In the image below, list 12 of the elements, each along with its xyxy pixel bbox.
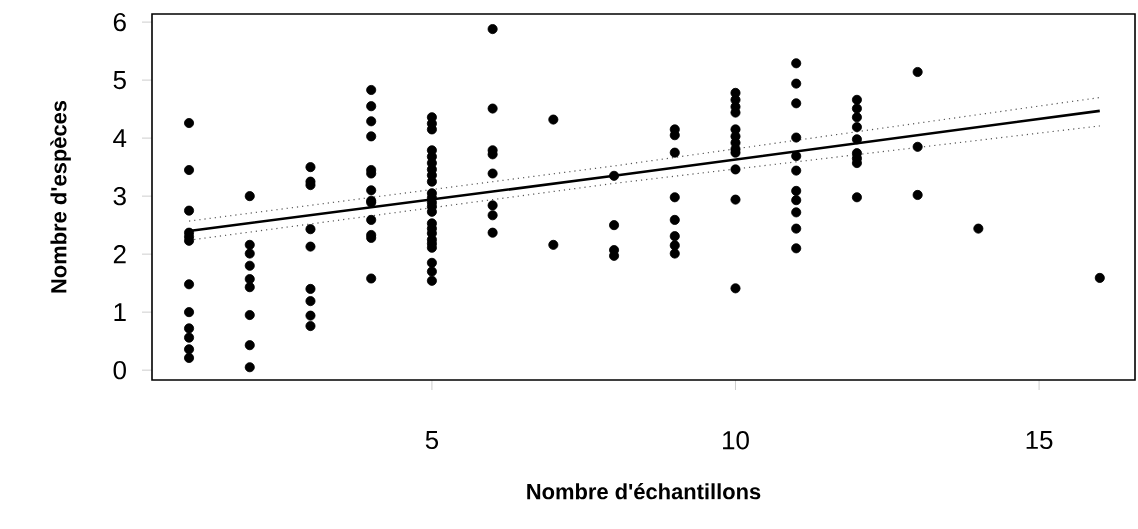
y-axis-title: Nombre d'espèces — [50, 100, 71, 293]
y-tick-label: 4 — [113, 129, 127, 148]
y-tick-label: 5 — [113, 71, 126, 90]
x-tick-label: 10 — [723, 431, 749, 450]
x-axis-title: Nombre d'échantillons — [527, 483, 761, 500]
x-tick-label: 15 — [1026, 431, 1053, 450]
y-tick-label: 0 — [113, 360, 126, 380]
y-tick-label: 3 — [113, 186, 126, 206]
x-tick-label: 5 — [425, 431, 439, 450]
y-tick-label: 6 — [113, 12, 126, 32]
y-tick-label: 2 — [113, 245, 126, 264]
y-tick-label: 1 — [114, 303, 126, 322]
